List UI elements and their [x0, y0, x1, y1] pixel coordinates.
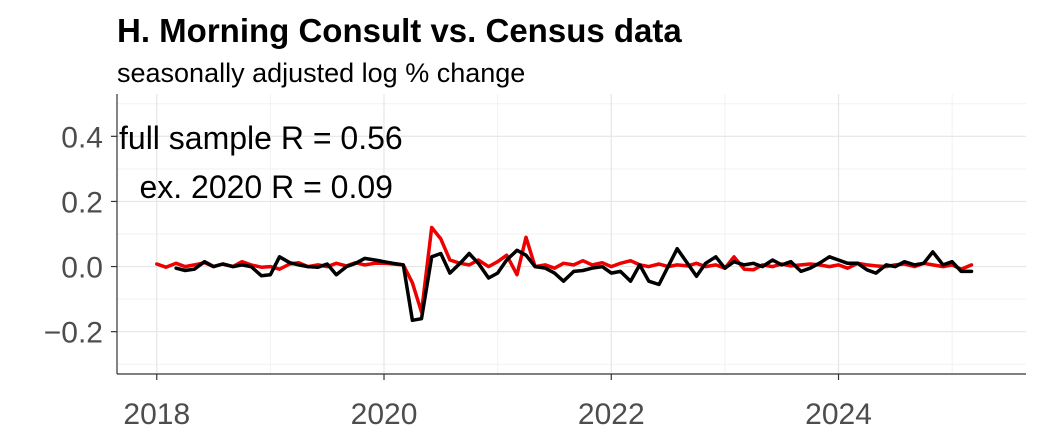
grid — [117, 94, 1026, 374]
annotations: full sample R = 0.56 ex. 2020 R = 0.09 — [119, 120, 403, 205]
x-tick-label: 2020 — [351, 398, 418, 431]
chart-title: H. Morning Consult vs. Census data — [117, 12, 682, 49]
y-tick-label: 0.2 — [61, 186, 103, 219]
chart-subtitle: seasonally adjusted log % change — [117, 58, 526, 88]
x-tick-label: 2024 — [805, 398, 872, 431]
y-tick-label: −0.2 — [44, 317, 103, 350]
axes — [111, 94, 1026, 380]
tick-labels: 2018 2020 2022 2024 −0.2 0.0 0.2 0.4 — [44, 121, 872, 431]
y-tick-label: 0.4 — [61, 121, 103, 154]
annotation-text: full sample R = 0.56 — [119, 120, 403, 156]
series-lines — [155, 225, 974, 323]
x-tick-label: 2018 — [123, 398, 190, 431]
y-tick-label: 0.0 — [61, 252, 103, 285]
x-tick-label: 2022 — [578, 398, 645, 431]
annotation-text: ex. 2020 R = 0.09 — [139, 169, 393, 205]
series-line-2 — [174, 246, 974, 323]
